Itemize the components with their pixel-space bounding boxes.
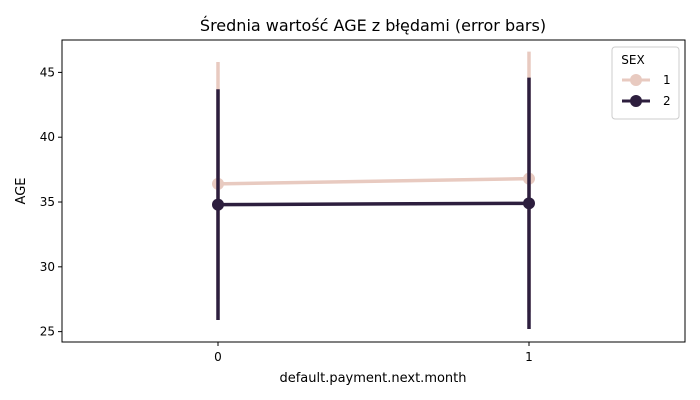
legend-title: SEX (621, 53, 644, 67)
legend: SEX 12 (611, 46, 680, 120)
legend-label: 2 (663, 94, 671, 108)
plot-area (212, 51, 535, 330)
series-line (217, 176, 530, 186)
x-tick-label: 1 (525, 350, 533, 364)
legend-items: 12 (622, 73, 671, 108)
data-point (212, 198, 224, 211)
y-tick-label: 45 (40, 65, 55, 79)
y-tick-label: 25 (40, 325, 55, 339)
y-axis: 25 30 35 40 45 (40, 65, 62, 339)
x-axis-label: default.payment.next.month (279, 371, 466, 386)
y-tick-label: 30 (40, 260, 55, 274)
legend-item-2: 2 (622, 94, 671, 108)
plot-frame (61, 39, 686, 343)
chart-title: Średnia wartość AGE z błędami (error bar… (200, 16, 546, 35)
series-1 (212, 51, 535, 313)
legend-marker (630, 95, 642, 107)
legend-label: 1 (663, 73, 671, 87)
legend-item-1: 1 (622, 73, 671, 87)
series-line (217, 201, 530, 207)
y-tick-label: 35 (40, 195, 55, 209)
x-tick-label: 0 (214, 350, 222, 364)
y-axis-label: AGE (14, 178, 29, 205)
y-tick-label: 40 (40, 130, 55, 144)
data-point (523, 197, 535, 210)
series-2 (212, 77, 535, 330)
legend-marker (630, 74, 642, 86)
